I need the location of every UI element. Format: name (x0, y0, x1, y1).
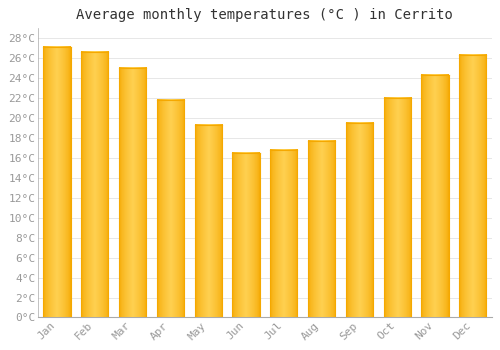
Title: Average monthly temperatures (°C ) in Cerrito: Average monthly temperatures (°C ) in Ce… (76, 8, 454, 22)
